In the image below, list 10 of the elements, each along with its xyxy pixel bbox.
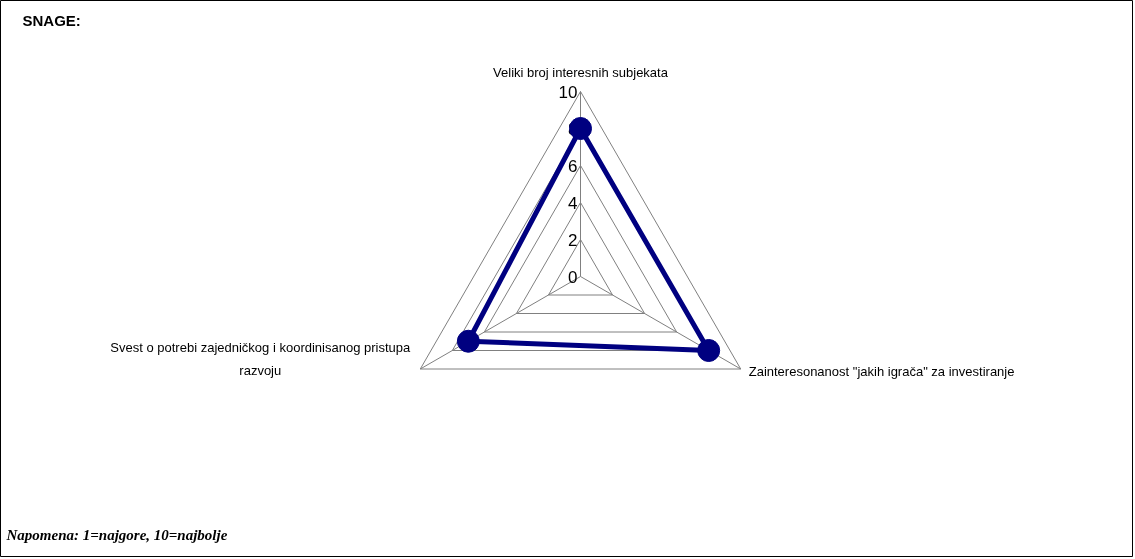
spoke-label: Veliki broj interesnih subjekata (493, 64, 669, 80)
spoke-label: Svest o potrebi zajedničkog i koordinisanog pristupa razvoju (110, 340, 412, 378)
y-tick-label: 2 (568, 230, 578, 250)
y-tick-label: 0 (568, 267, 578, 287)
spoke-label: Zainteresonanost "jakih igrača" za investiranje (748, 363, 1015, 379)
y-tick-label: 4 (568, 193, 578, 213)
text: Napomena: 1=najgore, 10=najbolje (5, 526, 228, 543)
chart-title: SNAGE: (22, 12, 81, 29)
y-tick-label: 6 (568, 156, 578, 176)
y-tick-label: 10 (558, 82, 578, 102)
